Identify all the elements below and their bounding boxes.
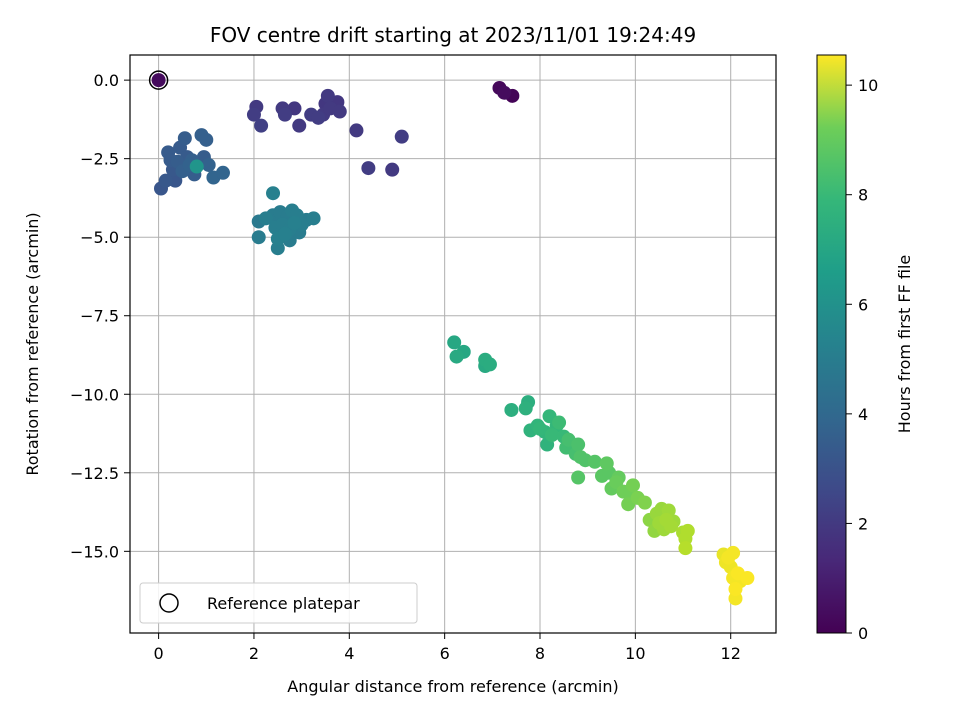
data-point [361,161,376,176]
data-point [599,456,614,471]
reference-platepar-marker [148,70,169,90]
data-point [482,357,497,372]
y-tick-label: −7.5 [80,307,119,326]
x-tick-label: 2 [249,644,259,663]
data-point [394,129,409,144]
data-point [277,227,292,242]
x-tick-label: 6 [440,644,450,663]
data-point [385,162,400,177]
colorbar-label: Hours from first FF file [895,255,914,434]
colorbar-ticks: 0 2 4 6 8 10 [846,76,878,643]
data-point [637,495,652,510]
x-axis-ticks: 0 2 4 6 8 10 12 [154,633,741,663]
data-point [292,118,307,133]
y-tick-label: 0.0 [94,71,119,90]
y-axis-label: Rotation from reference (arcmin) [23,212,42,475]
data-point [306,211,321,226]
x-tick-label: 12 [721,644,741,663]
data-point [552,415,567,430]
data-point [680,523,695,538]
legend-marker-icon [159,593,179,613]
colorbar-tick-label: 8 [858,186,868,205]
data-point [571,437,586,452]
chart-title: FOV centre drift starting at 2023/11/01 … [210,23,696,47]
y-axis-ticks: 0.0 −2.5 −5.0 −7.5 −10.0 −12.5 −15.0 [70,71,130,561]
reference-marker-layer [148,70,169,90]
y-tick-label: −5.0 [80,228,119,247]
plot-frame [129,54,777,634]
data-point [215,165,230,180]
data-point [158,173,173,188]
data-point [151,73,166,88]
data-point [277,107,292,122]
data-points [151,73,755,606]
data-point [201,157,216,172]
data-point [258,211,273,226]
colorbar-tick-label: 6 [858,295,868,314]
x-tick-label: 4 [344,644,354,663]
legend: Reference platepar [139,582,418,624]
x-tick-label: 10 [625,644,645,663]
data-point [199,132,214,147]
data-point [740,571,755,586]
legend-box [139,582,418,624]
data-point [664,519,679,534]
colorbar [816,54,847,634]
x-tick-label: 0 [154,644,164,663]
data-point [189,159,204,174]
data-point [678,541,693,556]
data-point [587,454,602,469]
data-point [533,421,548,436]
data-point [254,118,269,133]
data-point [504,402,519,417]
y-tick-label: −2.5 [80,150,119,169]
colorbar-tick-label: 10 [858,76,878,95]
legend-entry-label: Reference platepar [207,594,360,613]
data-point [728,582,743,597]
data-point [246,107,261,122]
x-tick-label: 8 [535,644,545,663]
data-point [349,123,364,138]
x-axis-label: Angular distance from reference (arcmin) [287,677,618,696]
data-point [518,401,533,416]
colorbar-tick-label: 0 [858,624,868,643]
colorbar-tick-label: 2 [858,514,868,533]
y-tick-label: −10.0 [70,385,119,404]
data-point [311,110,326,125]
data-point [332,104,347,119]
data-point [544,428,559,443]
data-point [726,545,741,560]
y-tick-label: −15.0 [70,542,119,561]
grid [130,55,776,633]
colorbar-tick-label: 4 [858,405,868,424]
data-point [447,335,462,350]
data-point [497,85,512,100]
data-point [320,88,335,103]
data-point [571,470,586,485]
data-point [266,186,281,201]
data-point [449,349,464,364]
y-tick-label: −12.5 [70,464,119,483]
data-point [251,230,266,245]
data-point [625,478,640,493]
data-point [287,216,302,231]
data-point [177,131,192,146]
